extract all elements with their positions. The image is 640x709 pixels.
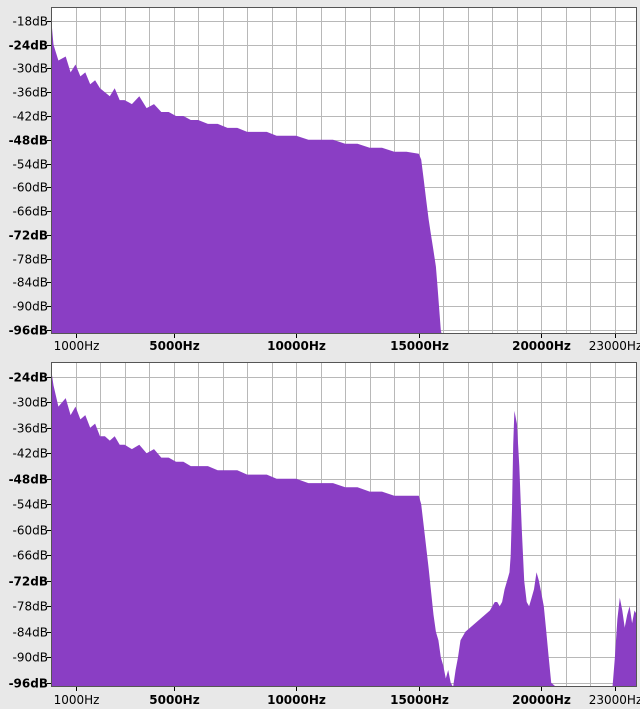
y-tick-label: -24dB: [9, 39, 48, 53]
y-tick-label: -78dB: [13, 253, 48, 267]
spectrum-area: [51, 16, 442, 335]
y-tick-label: -18dB: [13, 15, 48, 29]
x-tick-label: 5000Hz: [149, 693, 199, 707]
y-tick-label: -96dB: [9, 324, 48, 338]
y-tick-label: -90dB: [13, 651, 48, 665]
y-tick-label: -48dB: [9, 473, 48, 487]
x-tick-label: 23000Hz: [589, 339, 640, 353]
x-tick-label: 1000Hz: [54, 339, 100, 353]
x-tick-label: 15000Hz: [390, 693, 449, 707]
x-tick-label: 15000Hz: [390, 339, 449, 353]
plot-frame: [51, 7, 637, 334]
y-tick-label: -54dB: [13, 498, 48, 512]
plot-frame: [51, 362, 637, 687]
y-tick-label: -90dB: [13, 300, 48, 314]
y-tick-label: -30dB: [13, 396, 48, 410]
y-tick-label: -54dB: [13, 158, 48, 172]
y-tick-label: -78dB: [13, 600, 48, 614]
x-tick-label: 1000Hz: [54, 693, 100, 707]
y-tick-label: -36dB: [13, 86, 48, 100]
y-tick-label: -60dB: [13, 524, 48, 538]
x-tick-label: 20000Hz: [512, 693, 571, 707]
spectrum-panel-1: -18dB -24dB -30dB -36dB -42dB -48dB -54dB -60dB…: [9, 7, 640, 353]
y-tick-label: -66dB: [13, 549, 48, 563]
y-tick-label: -42dB: [13, 447, 48, 461]
y-tick-label: -72dB: [9, 575, 48, 589]
spectrum-panel-2: -24dB -30dB -36dB -42dB -48dB -54dB -60dB -66dB…: [9, 362, 640, 707]
x-tick-label: 10000Hz: [267, 693, 326, 707]
y-tick-label: -42dB: [13, 110, 48, 124]
y-tick-label: -36dB: [13, 422, 48, 436]
y-tick-label: -84dB: [13, 626, 48, 640]
spectrum-area: [51, 368, 637, 687]
y-tick-label: -30dB: [13, 62, 48, 76]
y-tick-label: -60dB: [13, 181, 48, 195]
y-tick-label: -72dB: [9, 229, 48, 243]
y-tick-label: -48dB: [9, 134, 48, 148]
y-tick-label: -84dB: [13, 276, 48, 290]
y-tick-label: -96dB: [9, 677, 48, 691]
x-tick-label: 10000Hz: [267, 339, 326, 353]
x-tick-label: 20000Hz: [512, 339, 571, 353]
y-tick-label: -24dB: [9, 371, 48, 385]
y-tick-label: -66dB: [13, 205, 48, 219]
x-tick-label: 5000Hz: [149, 339, 199, 353]
x-tick-label: 23000Hz: [589, 693, 640, 707]
